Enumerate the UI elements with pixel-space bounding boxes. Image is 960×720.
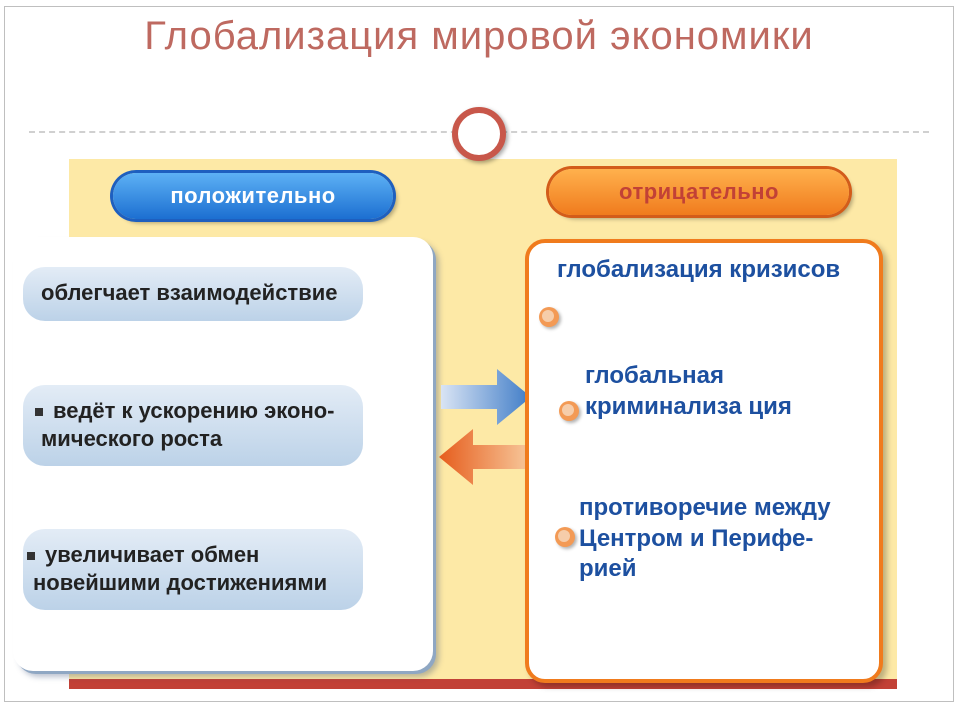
content-panel: положительно отрицательно облегчает взаи… bbox=[69, 159, 897, 689]
positive-item-text: облегчает взаимодействие bbox=[41, 280, 337, 305]
positive-item: увеличивает обмен новейшими достижениями bbox=[23, 529, 363, 610]
negative-item-text: противоречие между Центром и Перифе-рией bbox=[579, 494, 831, 582]
negative-item: глобальная криминализа ция bbox=[585, 361, 861, 422]
negative-item-text: глобализация кризисов bbox=[557, 256, 840, 283]
accent-ring-icon bbox=[452, 107, 506, 161]
negative-item-text: глобальная криминализа ция bbox=[585, 362, 792, 420]
positive-item: ведёт к ускорению эконо-мического роста bbox=[23, 385, 363, 466]
negative-item: противоречие между Центром и Перифе-рией bbox=[579, 493, 861, 585]
slide-title: Глобализация мировой экономики bbox=[5, 13, 953, 59]
negative-header-pill: отрицательно bbox=[549, 169, 849, 215]
positive-header-pill: положительно bbox=[113, 173, 393, 219]
positive-item-text: увеличивает обмен новейшими достижениями bbox=[33, 542, 327, 595]
positive-item-text: ведёт к ускорению эконо-мического роста bbox=[41, 398, 335, 451]
exchange-arrows-icon bbox=[437, 357, 533, 497]
positive-item: облегчает взаимодействие bbox=[23, 267, 363, 321]
negative-item: глобализация кризисов bbox=[557, 255, 861, 286]
square-bullet-icon bbox=[27, 552, 35, 560]
bullet-dot-icon bbox=[559, 401, 579, 421]
bullet-dot-icon bbox=[539, 307, 559, 327]
bullet-dot-icon bbox=[555, 527, 575, 547]
slide-frame: Глобализация мировой экономики положител… bbox=[4, 6, 954, 702]
square-bullet-icon bbox=[35, 408, 43, 416]
negative-card: глобализация кризисов глобальная кримина… bbox=[525, 239, 883, 683]
positive-card: облегчает взаимодействие ведёт к ускорен… bbox=[13, 237, 433, 671]
